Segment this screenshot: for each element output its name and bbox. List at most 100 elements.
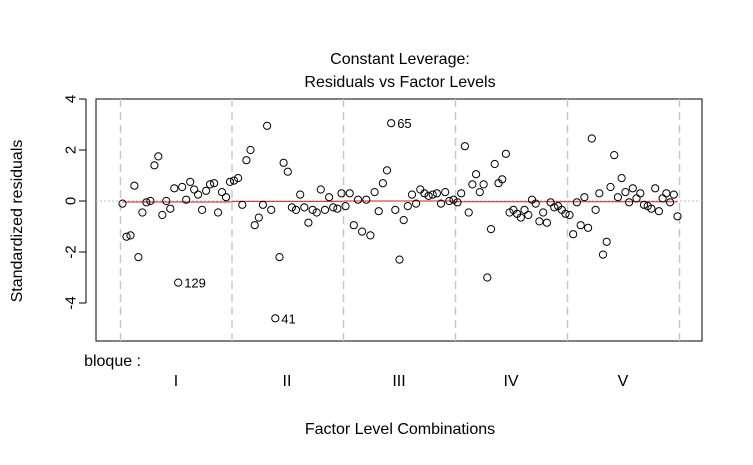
residual-point-II-7 [254, 213, 263, 222]
group-label-II: II [283, 373, 292, 390]
residual-point-I-20 [194, 190, 203, 199]
residual-point-II-16 [291, 205, 301, 214]
residual-point-III-19 [416, 185, 425, 194]
residual-point-V-6 [584, 223, 593, 232]
residual-point-III-9 [374, 207, 383, 216]
smoothed-fit-line [122, 200, 678, 203]
residual-point-I-23 [206, 180, 215, 189]
residual-point-III-2 [345, 189, 354, 198]
residual-point-III-7 [366, 231, 375, 240]
y-tick-label-2: 2 [62, 146, 79, 154]
residual-point-IV-11 [490, 159, 499, 169]
residual-point-III-20 [420, 189, 429, 198]
residual-point-IV-24 [539, 208, 548, 217]
residual-point-I-22 [202, 186, 211, 195]
residual-point-IV-27 [550, 203, 559, 212]
residual-point-V-7 [587, 134, 596, 143]
residual-point-III-4 [353, 195, 363, 204]
residual-point-III-15 [399, 216, 408, 225]
residual-point-II-25 [329, 203, 338, 212]
residual-point-I-13 [166, 204, 175, 213]
residual-point-II-11 [271, 314, 280, 323]
residual-point-II-15 [287, 203, 296, 212]
residual-point-I-10 [154, 152, 163, 161]
residual-point-II-1 [229, 176, 239, 185]
residual-point-V-18 [628, 184, 637, 193]
residual-point-I-15 [174, 278, 183, 287]
y-tick-label--2: -2 [62, 245, 79, 258]
y-axis-title: Standardized residuals [9, 140, 26, 303]
residual-point-II-2 [234, 174, 243, 183]
residual-point-I-21 [198, 205, 207, 214]
residual-point-III-21 [424, 191, 433, 200]
residual-point-I-19 [190, 185, 199, 194]
residual-point-IV-7 [475, 188, 484, 197]
residual-point-V-26 [658, 194, 667, 203]
residual-point-II-3 [238, 200, 247, 209]
residual-point-II-20 [308, 205, 317, 214]
residual-point-III-13 [391, 205, 400, 214]
residual-point-II-18 [300, 203, 309, 212]
point-label-65: 65 [397, 116, 411, 131]
residual-point-I-6 [138, 208, 147, 217]
residual-point-III-26 [445, 196, 454, 206]
y-axis: -4 -2 0 2 4 [62, 95, 87, 310]
residual-point-III-5 [358, 227, 367, 236]
residual-point-IV-13 [498, 175, 507, 184]
plot-frame [95, 98, 703, 342]
residual-point-IV-10 [486, 225, 496, 234]
residual-point-V-30 [673, 212, 682, 221]
residual-point-III-23 [432, 189, 441, 198]
residual-point-I-27 [221, 193, 231, 202]
residual-point-I-18 [186, 177, 195, 186]
residual-point-V-12 [606, 182, 615, 192]
group-label-IV: IV [503, 373, 518, 390]
residual-point-V-23 [647, 204, 656, 213]
residual-point-II-23 [320, 205, 330, 214]
residual-point-I-16 [178, 182, 187, 192]
chart-title-line2: Residuals vs Factor Levels [304, 74, 495, 91]
chart-title-line1: Constant Leverage: [330, 51, 470, 68]
y-tick-label-0: 0 [62, 197, 79, 205]
residual-point-IV-30 [561, 209, 570, 218]
residual-point-III-12 [387, 119, 396, 128]
residual-point-V-24 [651, 184, 660, 193]
residual-point-II-17 [296, 190, 305, 199]
residual-point-III-14 [395, 255, 404, 264]
residual-point-IV-22 [531, 199, 540, 208]
residual-point-IV-6 [472, 170, 481, 179]
residual-point-III-11 [382, 166, 392, 175]
point-label-41: 41 [281, 311, 295, 326]
residual-point-V-25 [654, 207, 664, 216]
residual-point-V-13 [610, 151, 619, 160]
residual-point-III-10 [378, 179, 387, 188]
residual-point-I-9 [150, 161, 159, 170]
point-labels: 129 41 65 [184, 116, 411, 326]
residual-point-III-25 [441, 188, 450, 197]
residual-point-III-24 [436, 199, 446, 208]
factor-label: bloque : [84, 353, 141, 370]
group-separators [119, 99, 681, 341]
residual-point-IV-1 [453, 198, 462, 207]
residual-point-I-12 [162, 196, 171, 206]
x-axis-title: Factor Level Combinations [305, 421, 495, 438]
residual-point-I-28 [225, 177, 235, 186]
group-label-V: V [618, 373, 629, 390]
residual-point-V-21 [639, 200, 649, 209]
residual-point-V-27 [662, 189, 671, 198]
point-label-129: 129 [184, 276, 206, 291]
residual-point-II-9 [263, 121, 272, 130]
residual-point-III-16 [403, 202, 412, 211]
residual-point-II-10 [267, 205, 276, 214]
residual-point-II-8 [258, 200, 267, 209]
group-label-III: III [392, 373, 405, 390]
residual-point-II-12 [275, 253, 284, 262]
residual-point-V-2 [569, 230, 578, 239]
residual-point-I-7 [142, 198, 151, 207]
residual-point-I-1 [118, 199, 127, 208]
residual-point-IV-2 [457, 189, 466, 198]
residual-point-II-27 [337, 189, 346, 198]
residual-point-V-20 [636, 189, 645, 198]
residual-point-II-24 [325, 193, 334, 202]
